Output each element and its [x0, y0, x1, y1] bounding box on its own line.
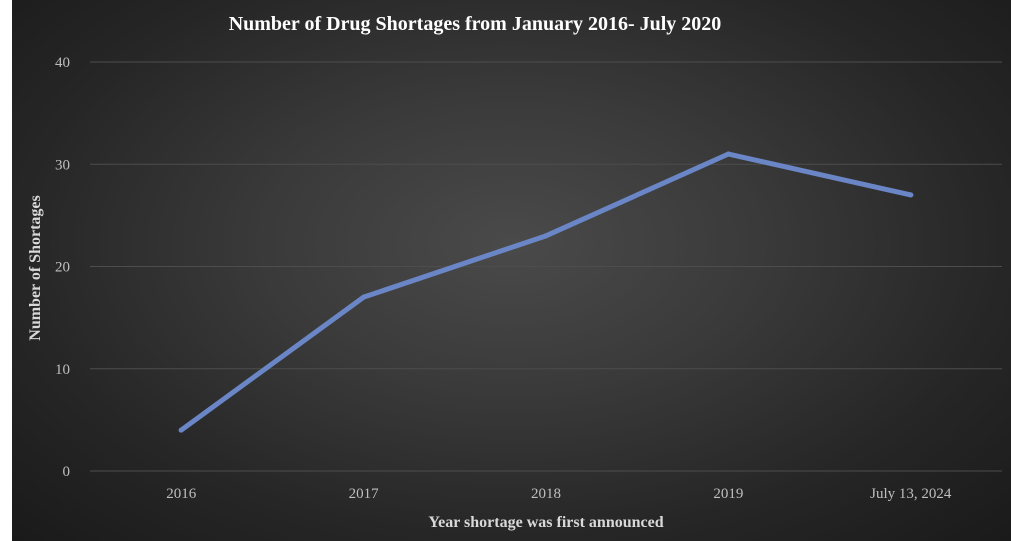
x-axis-ticks: 2016 2017 2018 2019 July 13, 2024 [166, 486, 952, 502]
x-tick-label: 2017 [349, 486, 380, 502]
y-tick-label: 40 [55, 55, 70, 71]
y-tick-label: 20 [55, 260, 70, 276]
data-point [544, 233, 549, 238]
y-tick-label: 30 [55, 157, 70, 173]
y-axis-ticks: 0 10 20 30 40 [55, 55, 70, 480]
data-point [726, 152, 731, 157]
y-tick-label: 10 [55, 362, 70, 378]
x-tick-label: 2016 [166, 486, 197, 502]
y-axis-label: Number of Shortages [27, 195, 44, 340]
x-tick-label: 2019 [713, 486, 743, 502]
series-layer [179, 152, 914, 433]
series-line [181, 154, 911, 430]
x-axis-label: Year shortage was first announced [428, 514, 663, 531]
x-tick-label: July 13, 2024 [870, 486, 952, 502]
chart-container: Number of Drug Shortages from January 20… [12, 0, 1011, 541]
line-chart: Number of Drug Shortages from January 20… [12, 0, 1011, 541]
grid-lines [90, 62, 1002, 471]
data-point [361, 295, 366, 300]
x-tick-label: 2018 [531, 486, 561, 502]
data-point [179, 428, 184, 433]
data-point [908, 192, 913, 197]
y-tick-label: 0 [63, 464, 71, 480]
chart-title: Number of Drug Shortages from January 20… [229, 13, 722, 35]
